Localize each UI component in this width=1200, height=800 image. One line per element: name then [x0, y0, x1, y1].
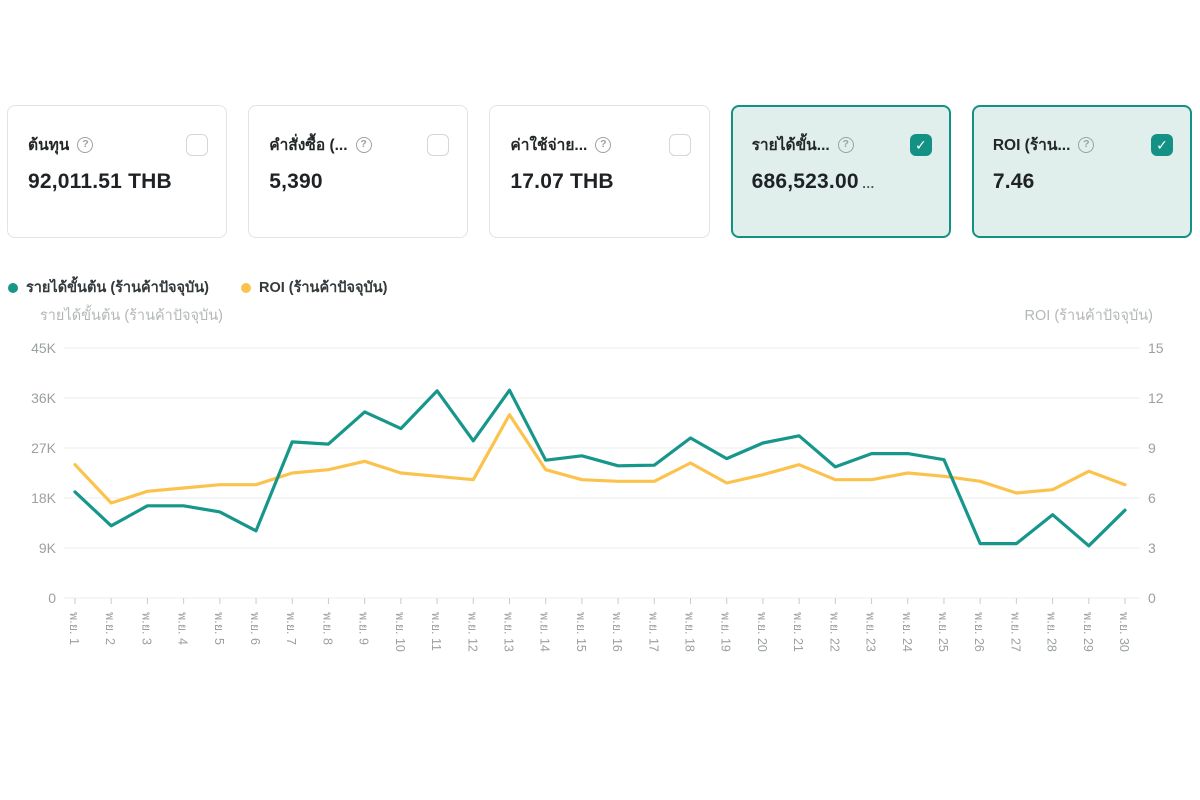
- card-header: ต้นทุน ?: [28, 132, 209, 157]
- x-axis-label: พ.ย. 27: [1008, 612, 1022, 652]
- x-axis-label: พ.ย. 5: [212, 612, 226, 645]
- help-icon[interactable]: ?: [77, 136, 94, 153]
- metric-card-expense[interactable]: ค่าใช้จ่าย... ? 17.07 THB: [489, 105, 710, 238]
- metric-checkbox[interactable]: ✓: [1151, 133, 1174, 156]
- right-axis-tick: 15: [1148, 340, 1164, 356]
- left-axis-tick: 18K: [31, 490, 57, 506]
- card-title: ROI (ร้าน...: [992, 137, 1071, 154]
- x-axis-label: พ.ย. 17: [646, 612, 660, 652]
- metric-card-gross-revenue[interactable]: รายได้ขั้น... ? ✓ 686,523.00…: [730, 105, 951, 238]
- help-icon[interactable]: ?: [355, 136, 372, 153]
- x-axis-label: พ.ย. 12: [465, 612, 479, 652]
- help-icon[interactable]: ?: [1078, 136, 1095, 153]
- right-axis-tick: 12: [1148, 390, 1164, 406]
- card-title: ต้นทุน: [28, 137, 70, 154]
- x-axis-label: พ.ย. 19: [719, 612, 733, 652]
- x-axis-label: พ.ย. 9: [357, 612, 371, 645]
- right-axis-title: ROI (ร้านค้าปัจจุบัน): [1024, 308, 1153, 324]
- x-axis-label: พ.ย. 15: [574, 612, 588, 652]
- right-axis-tick: 3: [1148, 540, 1156, 556]
- card-value: 92,011.51 THB: [28, 170, 172, 193]
- x-axis-label: พ.ย. 25: [936, 612, 950, 652]
- left-axis-tick: 36K: [31, 390, 57, 406]
- card-title: ค่าใช้จ่าย...: [510, 137, 588, 154]
- metric-card-cost[interactable]: ต้นทุน ? 92,011.51 THB: [7, 105, 228, 238]
- x-axis-label: พ.ย. 3: [139, 612, 153, 645]
- help-icon[interactable]: ?: [837, 136, 854, 153]
- card-header: ROI (ร้าน... ? ✓: [992, 132, 1174, 157]
- x-axis-label: พ.ย. 13: [501, 612, 515, 652]
- card-title: รายได้ขั้น...: [751, 137, 830, 154]
- right-axis-tick: 6: [1148, 490, 1156, 506]
- legend-item-roi[interactable]: ROI (ร้านค้าปัจจุบัน): [240, 276, 388, 299]
- x-axis-label: พ.ย. 14: [538, 612, 552, 652]
- x-axis-label: พ.ย. 20: [755, 612, 769, 652]
- series-line: [73, 413, 1127, 505]
- card-header: คำสั่งซื้อ (... ?: [269, 132, 450, 157]
- x-axis-label: พ.ย. 6: [248, 612, 262, 645]
- card-value: 5,390: [269, 170, 323, 193]
- x-axis-label: พ.ย. 22: [827, 612, 841, 652]
- legend-dot-icon: [240, 282, 251, 293]
- right-axis-tick: 0: [1148, 590, 1156, 606]
- metric-checkbox[interactable]: [668, 133, 691, 156]
- card-header: รายได้ขั้น... ? ✓: [752, 132, 932, 157]
- legend-dot-icon: [8, 282, 18, 293]
- x-axis-label: พ.ย. 1: [67, 612, 81, 645]
- x-axis-label: พ.ย. 11: [429, 612, 443, 651]
- x-axis-label: พ.ย. 2: [103, 612, 117, 645]
- metric-checkbox[interactable]: [186, 133, 209, 156]
- left-axis-tick: 0: [48, 590, 56, 606]
- axis-titles-row: รายได้ขั้นต้น (ร้านค้าปัจจุบัน) ROI (ร้า…: [40, 304, 1153, 327]
- series-line: [73, 388, 1127, 548]
- chart-legend: รายได้ขั้นต้น (ร้านค้าปัจจุบัน) ROI (ร้า…: [8, 276, 387, 299]
- x-axis-label: พ.ย. 8: [320, 612, 334, 645]
- metric-cards-row: ต้นทุน ? 92,011.51 THB คำสั่งซื้อ (... ?…: [7, 105, 1193, 238]
- x-axis-label: พ.ย. 7: [284, 612, 298, 645]
- x-axis-label: พ.ย. 10: [393, 612, 407, 652]
- left-axis-tick: 9K: [39, 540, 57, 556]
- card-header: ค่าใช้จ่าย... ?: [510, 132, 691, 157]
- x-axis-label: พ.ย. 16: [610, 612, 624, 652]
- left-axis-tick: 45K: [31, 340, 57, 356]
- metric-checkbox[interactable]: ✓: [909, 133, 932, 156]
- x-axis-label: พ.ย. 21: [791, 612, 805, 652]
- right-axis-tick: 9: [1148, 440, 1156, 456]
- legend-label: รายได้ขั้นต้น (ร้านค้าปัจจุบัน): [26, 280, 209, 296]
- card-value: 17.07 THB: [510, 170, 614, 193]
- help-icon[interactable]: ?: [595, 136, 612, 153]
- x-axis-label: พ.ย. 28: [1045, 612, 1059, 652]
- x-axis-label: พ.ย. 26: [972, 612, 986, 652]
- legend-item-gross-revenue[interactable]: รายได้ขั้นต้น (ร้านค้าปัจจุบัน): [8, 276, 209, 299]
- dual-axis-line-chart[interactable]: 45K 15 36K 12 27K 9 18K 6 9K 3 0 0 พ.ย. 1 พ.ย. 2 พ.ย. …: [0, 330, 1200, 690]
- metric-card-roi[interactable]: ROI (ร้าน... ? ✓ 7.46: [971, 105, 1193, 238]
- card-value: 7.46: [992, 170, 1035, 193]
- x-axis-label: พ.ย. 29: [1081, 612, 1095, 652]
- card-value-ellipsis: …: [861, 176, 875, 191]
- legend-label: ROI (ร้านค้าปัจจุบัน): [258, 280, 388, 296]
- left-axis-tick: 27K: [31, 440, 57, 456]
- x-axis-label: พ.ย. 23: [864, 612, 878, 652]
- card-value: 686,523.00…: [751, 170, 875, 193]
- x-axis-label: พ.ย. 18: [683, 612, 697, 652]
- metric-checkbox[interactable]: [427, 133, 450, 156]
- left-axis-title: รายได้ขั้นต้น (ร้านค้าปัจจุบัน): [40, 308, 223, 324]
- x-axis-label: พ.ย. 30: [1117, 612, 1131, 652]
- card-title: คำสั่งซื้อ (...: [269, 137, 348, 154]
- x-axis-label: พ.ย. 24: [900, 612, 914, 652]
- metric-card-orders[interactable]: คำสั่งซื้อ (... ? 5,390: [248, 105, 469, 238]
- x-axis-label: พ.ย. 4: [176, 612, 190, 645]
